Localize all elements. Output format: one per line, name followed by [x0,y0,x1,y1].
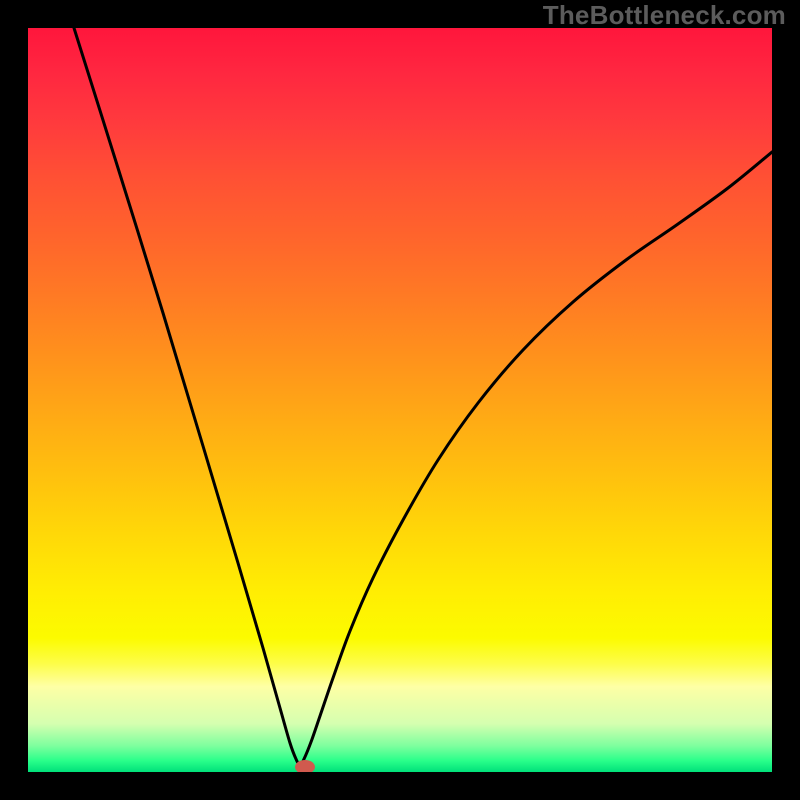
bottleneck-chart [0,0,800,800]
watermark-text: TheBottleneck.com [543,0,786,31]
chart-stage: TheBottleneck.com [0,0,800,800]
plot-area [28,28,772,774]
gradient-background [28,28,772,772]
optimal-point-marker [295,760,315,774]
